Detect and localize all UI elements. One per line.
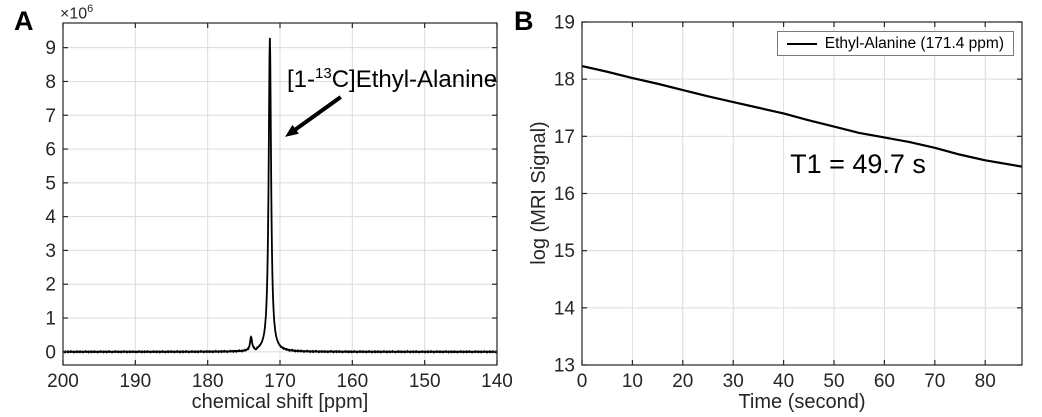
y-tick-label: 1 (45, 309, 56, 330)
y-tick-label: 5 (45, 173, 56, 194)
legend-box: Ethyl-Alanine (171.4 ppm) (776, 31, 1014, 56)
nmr-spectrum-chart: 200 190 180 170 160 150 140 0 1 2 3 4 5 6 7 8 9 (45, 22, 513, 392)
x-tick-label: 200 (47, 371, 79, 392)
chemical-shift-axis-label: chemical shift [ppm] (191, 391, 369, 413)
x-tick-label: 180 (192, 371, 224, 392)
x-tick-label: 190 (119, 371, 151, 392)
panel-b-label: B (514, 6, 534, 36)
decay-line (581, 64, 1023, 168)
spectrum-line (62, 37, 498, 354)
y-tick-label: 19 (554, 13, 575, 34)
y-tick-label: 2 (45, 275, 56, 296)
x-tick-label: 70 (924, 371, 945, 392)
annotation-prefix: [1- (287, 66, 316, 93)
annotation-isotope: 13 (315, 65, 332, 82)
x-tick-label: 140 (481, 371, 513, 392)
y-tick-label: 9 (45, 38, 56, 59)
time-axis-label: Time (second) (738, 391, 866, 413)
peak-annotation: [1-13C]Ethyl-Alanine (287, 65, 498, 93)
x-tick-label: 0 (577, 371, 588, 392)
y-tick-label: 6 (45, 140, 56, 161)
t1-value-annotation: T1 = 49.7 s (790, 149, 926, 179)
x-tick-label: 150 (409, 371, 441, 392)
x-tick-label: 10 (622, 371, 643, 392)
y-tick-label: 14 (554, 298, 576, 319)
y-tick-label: 17 (554, 127, 575, 148)
y-tick-label: 15 (554, 241, 575, 262)
x-tick-label: 80 (975, 371, 996, 392)
y-tick-label: 16 (554, 184, 575, 205)
legend-entry-label: Ethyl-Alanine (171.4 ppm) (824, 34, 1004, 52)
y-tick-label: 0 (45, 342, 56, 363)
y-tick-label: 13 (554, 356, 575, 377)
y-tick-label: 18 (554, 70, 575, 91)
panel-a-label: A (14, 6, 34, 36)
x-tick-label: 30 (723, 371, 744, 392)
annotation-arrow-shaft (292, 95, 342, 133)
t1-decay-chart: 0 10 20 30 40 50 60 70 80 13 14 15 16 17 18 19 (554, 13, 1023, 392)
exponent-base: ×10 (60, 5, 88, 23)
x-tick-label: 50 (823, 371, 844, 392)
y-tick-label: 7 (45, 106, 56, 127)
exponent-sup: 6 (87, 3, 94, 15)
x-tick-label: 160 (336, 371, 368, 392)
y-tick-label: 3 (45, 241, 56, 262)
x-tick-label: 60 (874, 371, 895, 392)
x-tick-label: 20 (672, 371, 693, 392)
annotation-arrow-head (285, 124, 299, 137)
y-tick-label: 8 (45, 72, 56, 93)
x-tick-label: 170 (264, 371, 296, 392)
y-axis-exponent-label: ×106 (60, 3, 93, 23)
y-tick-label: 4 (45, 207, 56, 228)
legend-line-sample (786, 42, 817, 45)
mri-signal-axis-label: log (MRI Signal) (528, 121, 550, 265)
annotation-compound: C]Ethyl-Alanine (331, 66, 498, 93)
x-tick-label: 40 (773, 371, 794, 392)
